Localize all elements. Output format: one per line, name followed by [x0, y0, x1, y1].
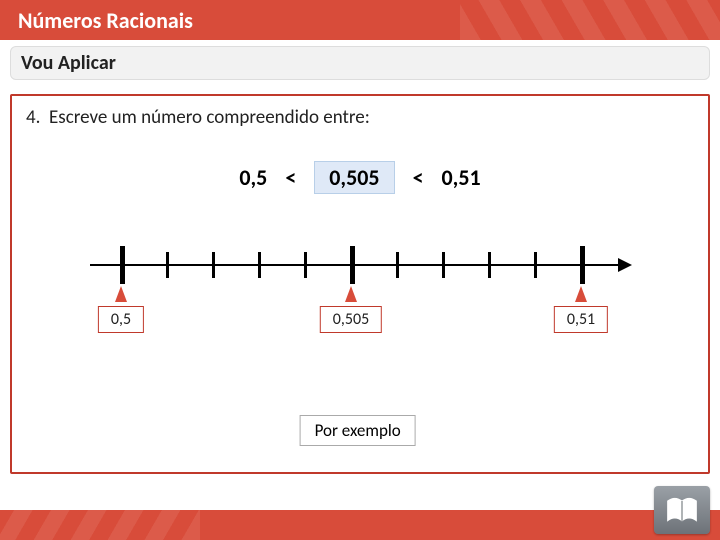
pointer-up-icon	[575, 286, 587, 302]
example-label: Por exemplo	[300, 415, 416, 446]
number-line: 0,50,5050,51	[90, 242, 630, 312]
numberline-tick	[212, 252, 215, 278]
header-bar: Números Racionais	[0, 0, 720, 40]
numberline-tick	[442, 252, 445, 278]
numberline-tick	[350, 246, 355, 284]
subheader: Vou Aplicar	[10, 46, 710, 80]
numberline-tick	[258, 252, 261, 278]
inequality-row: 0,5 < 0,505 < 0,51	[26, 161, 694, 194]
inequality-right: 0,51	[442, 164, 481, 191]
numberline-tick	[580, 246, 585, 284]
footer-bar	[0, 510, 720, 540]
pointer-up-icon	[345, 286, 357, 302]
numberline-tick	[396, 252, 399, 278]
numberline-tick	[304, 252, 307, 278]
less-than-icon: <	[413, 164, 424, 191]
content-box: 4. Escreve um número compreendido entre:…	[10, 94, 710, 474]
question-body: Escreve um número compreendido entre:	[49, 106, 370, 129]
arrow-right-icon	[618, 258, 632, 272]
question-number: 4.	[26, 106, 40, 129]
numberline-axis	[90, 264, 630, 266]
book-icon	[664, 492, 700, 528]
numberline-label: 0,505	[320, 306, 382, 333]
numberline-label: 0,51	[554, 306, 608, 333]
pointer-up-icon	[115, 286, 127, 302]
inequality-left: 0,5	[239, 164, 267, 191]
numberline-label: 0,5	[98, 306, 144, 333]
publisher-logo	[654, 486, 710, 534]
page-title: Números Racionais	[18, 7, 193, 34]
subheader-title: Vou Aplicar	[21, 51, 116, 75]
numberline-tick	[488, 252, 491, 278]
question-text: 4. Escreve um número compreendido entre:	[26, 106, 694, 129]
numberline-tick	[534, 252, 537, 278]
numberline-tick	[120, 246, 125, 284]
answer-box: 0,505	[314, 161, 394, 194]
less-than-icon: <	[285, 164, 296, 191]
numberline-tick	[166, 252, 169, 278]
